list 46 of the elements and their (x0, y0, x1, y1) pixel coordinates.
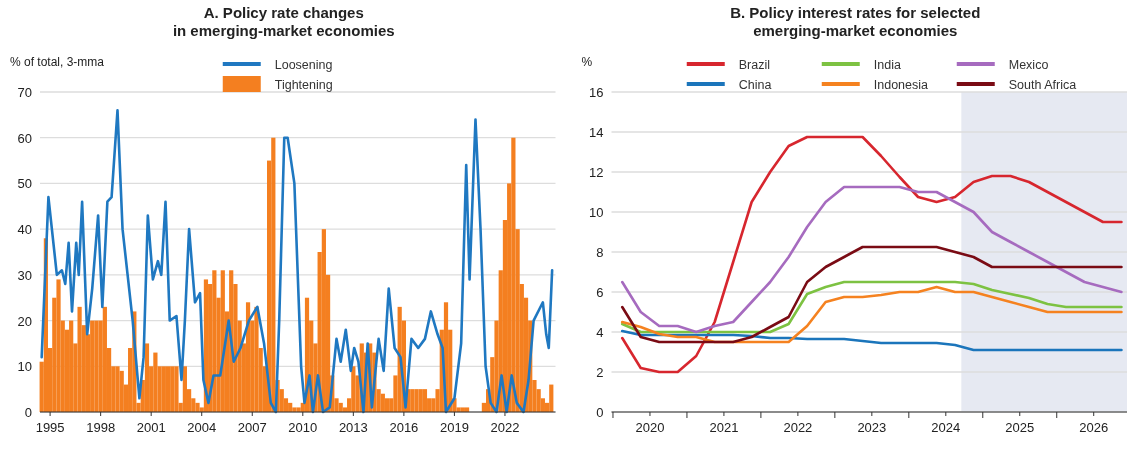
legend-label: Loosening (274, 57, 333, 72)
y-tick-label: 60 (17, 130, 32, 146)
y-axis-title: % of total, 3-mma (10, 55, 105, 69)
x-tick-label: 2024 (931, 420, 961, 435)
y-tick-label: 12 (589, 165, 604, 180)
x-tick-label: 2010 (288, 420, 318, 435)
y-axis-title: % (581, 55, 593, 69)
chart-title: B. Policy interest rates for selected emerging-market economies (730, 4, 981, 39)
x-tick-label: 2021 (709, 420, 739, 435)
x-tick-label: 2001 (136, 420, 166, 435)
x-tick-label: 2022 (783, 420, 813, 435)
x-tick-label: 2007 (237, 420, 267, 435)
legend-label: Indonesia (873, 77, 929, 92)
x-tick-label: 1995 (35, 420, 65, 435)
x-tick-label: 2020 (635, 420, 665, 435)
y-tick-label: 70 (17, 85, 32, 100)
y-tick-label: 16 (589, 85, 604, 100)
x-tick-label: 2019 (439, 420, 469, 435)
x-tick-label: 2025 (1005, 420, 1035, 435)
y-tick-label: 10 (589, 205, 604, 220)
y-tick-label: 50 (17, 176, 32, 192)
legend-label: Tightening (274, 77, 333, 92)
y-tick-label: 0 (24, 405, 32, 420)
y-tick-label: 10 (17, 359, 32, 375)
legend-label: Brazil (738, 57, 771, 72)
x-tick-label: 1998 (86, 420, 116, 435)
x-tick-label: 2023 (857, 420, 887, 435)
y-tick-label: 2 (596, 365, 604, 380)
chart-title: A. Policy rate changes in emerging-market economies (172, 4, 395, 39)
y-tick-label: 0 (596, 405, 604, 420)
y-tick-label: 20 (17, 313, 32, 329)
y-tick-label: 14 (589, 125, 604, 140)
x-tick-label: 2022 (490, 420, 520, 435)
y-tick-label: 30 (17, 267, 32, 283)
legend-label: China (738, 77, 772, 92)
x-tick-label: 2013 (338, 420, 368, 435)
legend-label: Mexico (1008, 57, 1049, 72)
y-tick-label: 4 (596, 325, 604, 340)
x-tick-label: 2026 (1079, 420, 1109, 435)
y-tick-label: 8 (596, 245, 604, 260)
y-tick-label: 40 (17, 222, 32, 238)
y-tick-label: 6 (596, 285, 604, 300)
legend-label: South Africa (1008, 77, 1077, 92)
x-tick-label: 2016 (389, 420, 419, 435)
x-tick-label: 2004 (187, 420, 217, 435)
legend-label: India (873, 57, 901, 72)
